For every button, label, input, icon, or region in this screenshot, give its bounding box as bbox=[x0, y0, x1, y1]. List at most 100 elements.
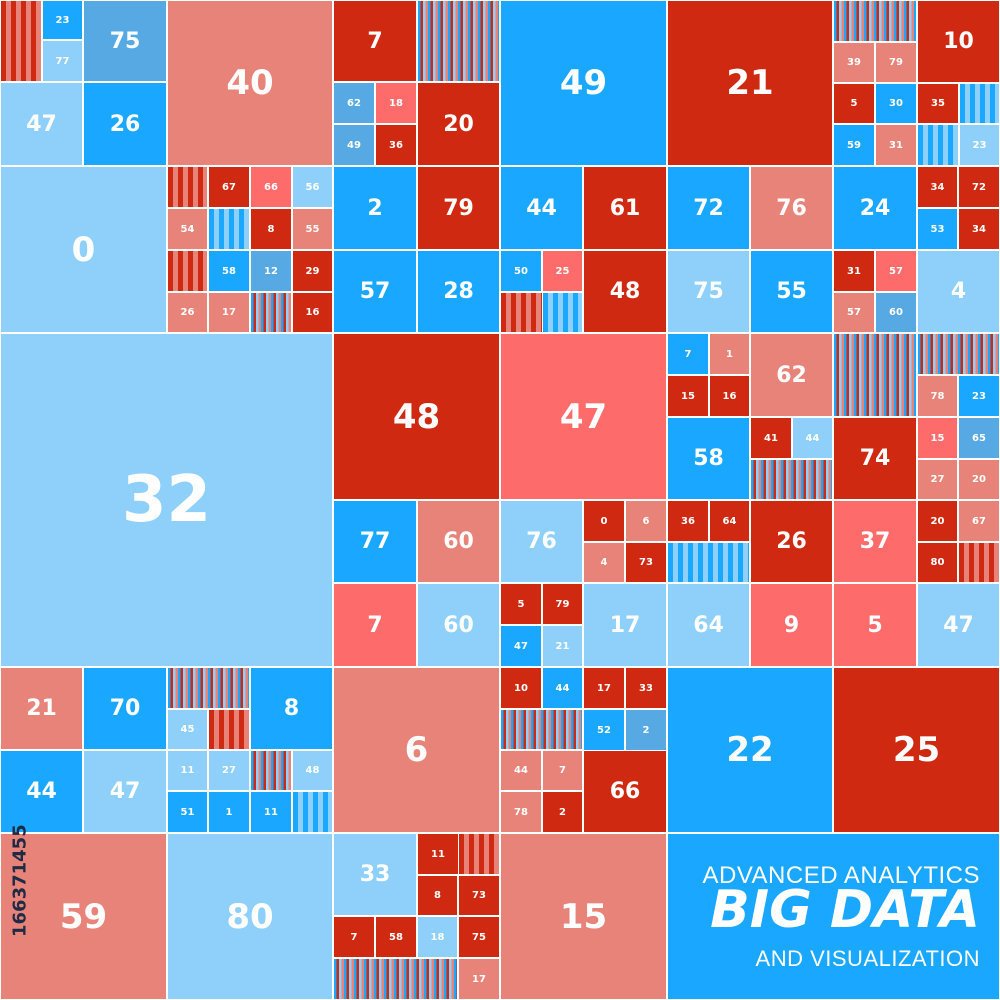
treemap-cell: 7 bbox=[333, 583, 417, 667]
treemap-cell: 16 bbox=[292, 292, 333, 333]
treemap-cell: 11 bbox=[167, 750, 208, 791]
treemap-cell: 11 bbox=[417, 833, 459, 875]
treemap-cell: 76 bbox=[750, 166, 833, 250]
treemap-cell: 50 bbox=[500, 250, 542, 292]
treemap-cell: 44 bbox=[792, 417, 833, 459]
treemap-cell: 8 bbox=[250, 208, 292, 250]
treemap-cell: 7 bbox=[333, 0, 417, 82]
treemap-cell: 47 bbox=[500, 333, 667, 500]
treemap-cell: 9 bbox=[750, 583, 833, 667]
treemap-cell: 47 bbox=[917, 583, 1000, 667]
treemap-texture-block bbox=[750, 459, 833, 500]
treemap-cell: 48 bbox=[333, 333, 500, 500]
treemap-cell: 36 bbox=[375, 124, 417, 166]
treemap-texture-block bbox=[833, 0, 917, 42]
treemap-cell: 49 bbox=[333, 124, 375, 166]
treemap-cell: 57 bbox=[875, 250, 917, 292]
treemap-cell: 26 bbox=[167, 292, 208, 333]
treemap-cell: 29 bbox=[292, 250, 333, 292]
treemap-cell: 33 bbox=[625, 667, 667, 709]
treemap-cell: 18 bbox=[375, 82, 417, 124]
treemap-cell: 17 bbox=[208, 292, 250, 333]
treemap-cell: 53 bbox=[917, 208, 958, 250]
treemap-texture-block bbox=[833, 333, 917, 417]
treemap-cell: 16 bbox=[709, 375, 750, 417]
treemap-cell: 62 bbox=[333, 82, 375, 124]
treemap-cell: 21 bbox=[667, 0, 833, 166]
treemap-cell: 61 bbox=[583, 166, 667, 250]
treemap-cell: 66 bbox=[583, 750, 667, 833]
treemap-cell: 64 bbox=[667, 583, 750, 667]
treemap-cell: 27 bbox=[917, 459, 958, 500]
treemap-cell: 39 bbox=[833, 42, 875, 83]
treemap-cell: 28 bbox=[417, 250, 500, 333]
treemap-cell: 20 bbox=[958, 459, 1000, 500]
treemap-cell: 41 bbox=[750, 417, 792, 459]
treemap-cell: 26 bbox=[750, 500, 833, 583]
treemap-cell: 34 bbox=[917, 166, 958, 208]
treemap-texture-block bbox=[542, 292, 583, 333]
treemap-cell: 5 bbox=[833, 83, 875, 124]
treemap-cell: 10 bbox=[500, 667, 542, 709]
treemap-cell: 70 bbox=[83, 667, 167, 750]
treemap-cell: 6 bbox=[333, 667, 500, 833]
treemap-cell: 5 bbox=[500, 583, 542, 625]
treemap-texture-block bbox=[958, 542, 1000, 583]
treemap-cell: 4 bbox=[917, 250, 1000, 333]
treemap-cell: 27 bbox=[208, 750, 250, 791]
treemap-cell: 51 bbox=[167, 791, 208, 833]
treemap-cell: 32 bbox=[0, 333, 333, 667]
treemap-texture-block bbox=[208, 709, 250, 750]
treemap-cell: 79 bbox=[875, 42, 917, 83]
treemap-cell: 22 bbox=[667, 667, 833, 833]
treemap-cell: 48 bbox=[583, 250, 667, 333]
treemap-cell: 44 bbox=[500, 166, 583, 250]
treemap-cell: 55 bbox=[292, 208, 333, 250]
treemap-cell: 8 bbox=[417, 875, 458, 916]
treemap-cell: 15 bbox=[500, 833, 667, 1000]
treemap-texture-block bbox=[250, 750, 292, 791]
treemap-cell: 62 bbox=[750, 333, 833, 417]
treemap-cell: 73 bbox=[625, 542, 667, 583]
treemap-texture-block bbox=[667, 833, 1000, 1000]
treemap-cell: 78 bbox=[500, 791, 542, 833]
treemap-cell: 77 bbox=[333, 500, 417, 583]
treemap-cell: 60 bbox=[417, 583, 500, 667]
treemap-cell: 74 bbox=[833, 417, 917, 500]
treemap-texture-block bbox=[500, 709, 583, 750]
treemap-cell: 20 bbox=[917, 500, 958, 542]
treemap-cell: 54 bbox=[167, 208, 208, 250]
treemap-cell: 17 bbox=[583, 667, 625, 709]
treemap-cell: 79 bbox=[417, 166, 500, 250]
treemap-cell: 15 bbox=[917, 417, 958, 459]
treemap-cell: 58 bbox=[208, 250, 250, 292]
treemap-cell: 40 bbox=[167, 0, 333, 166]
treemap-cell: 67 bbox=[958, 500, 1000, 542]
treemap-cell: 0 bbox=[0, 166, 167, 333]
treemap-cell: 2 bbox=[333, 166, 417, 250]
treemap-cell: 7 bbox=[542, 750, 583, 791]
treemap-cell: 75 bbox=[667, 250, 750, 333]
treemap-cell: 36 bbox=[667, 500, 709, 542]
treemap-cell: 2 bbox=[625, 709, 667, 751]
treemap-texture-block bbox=[917, 333, 1000, 375]
treemap-cell: 55 bbox=[750, 250, 833, 333]
treemap-texture-block bbox=[417, 0, 500, 82]
treemap-texture-block bbox=[167, 250, 208, 292]
treemap-cell: 60 bbox=[875, 292, 917, 333]
treemap-cell: 72 bbox=[667, 166, 750, 250]
treemap-texture-block bbox=[167, 667, 250, 709]
treemap-cell: 67 bbox=[208, 166, 250, 208]
treemap-texture-block bbox=[458, 833, 500, 875]
treemap-cell: 5 bbox=[833, 583, 917, 667]
treemap-cell: 75 bbox=[458, 916, 500, 958]
treemap-cell: 23 bbox=[959, 124, 1000, 166]
treemap-cell: 57 bbox=[333, 250, 417, 333]
treemap-cell: 8 bbox=[250, 667, 333, 750]
treemap-texture-block bbox=[333, 958, 458, 1000]
treemap-texture-block bbox=[667, 542, 750, 583]
treemap-cell: 23 bbox=[42, 0, 83, 40]
treemap-cell: 15 bbox=[667, 375, 709, 417]
treemap-cell: 44 bbox=[542, 667, 583, 709]
